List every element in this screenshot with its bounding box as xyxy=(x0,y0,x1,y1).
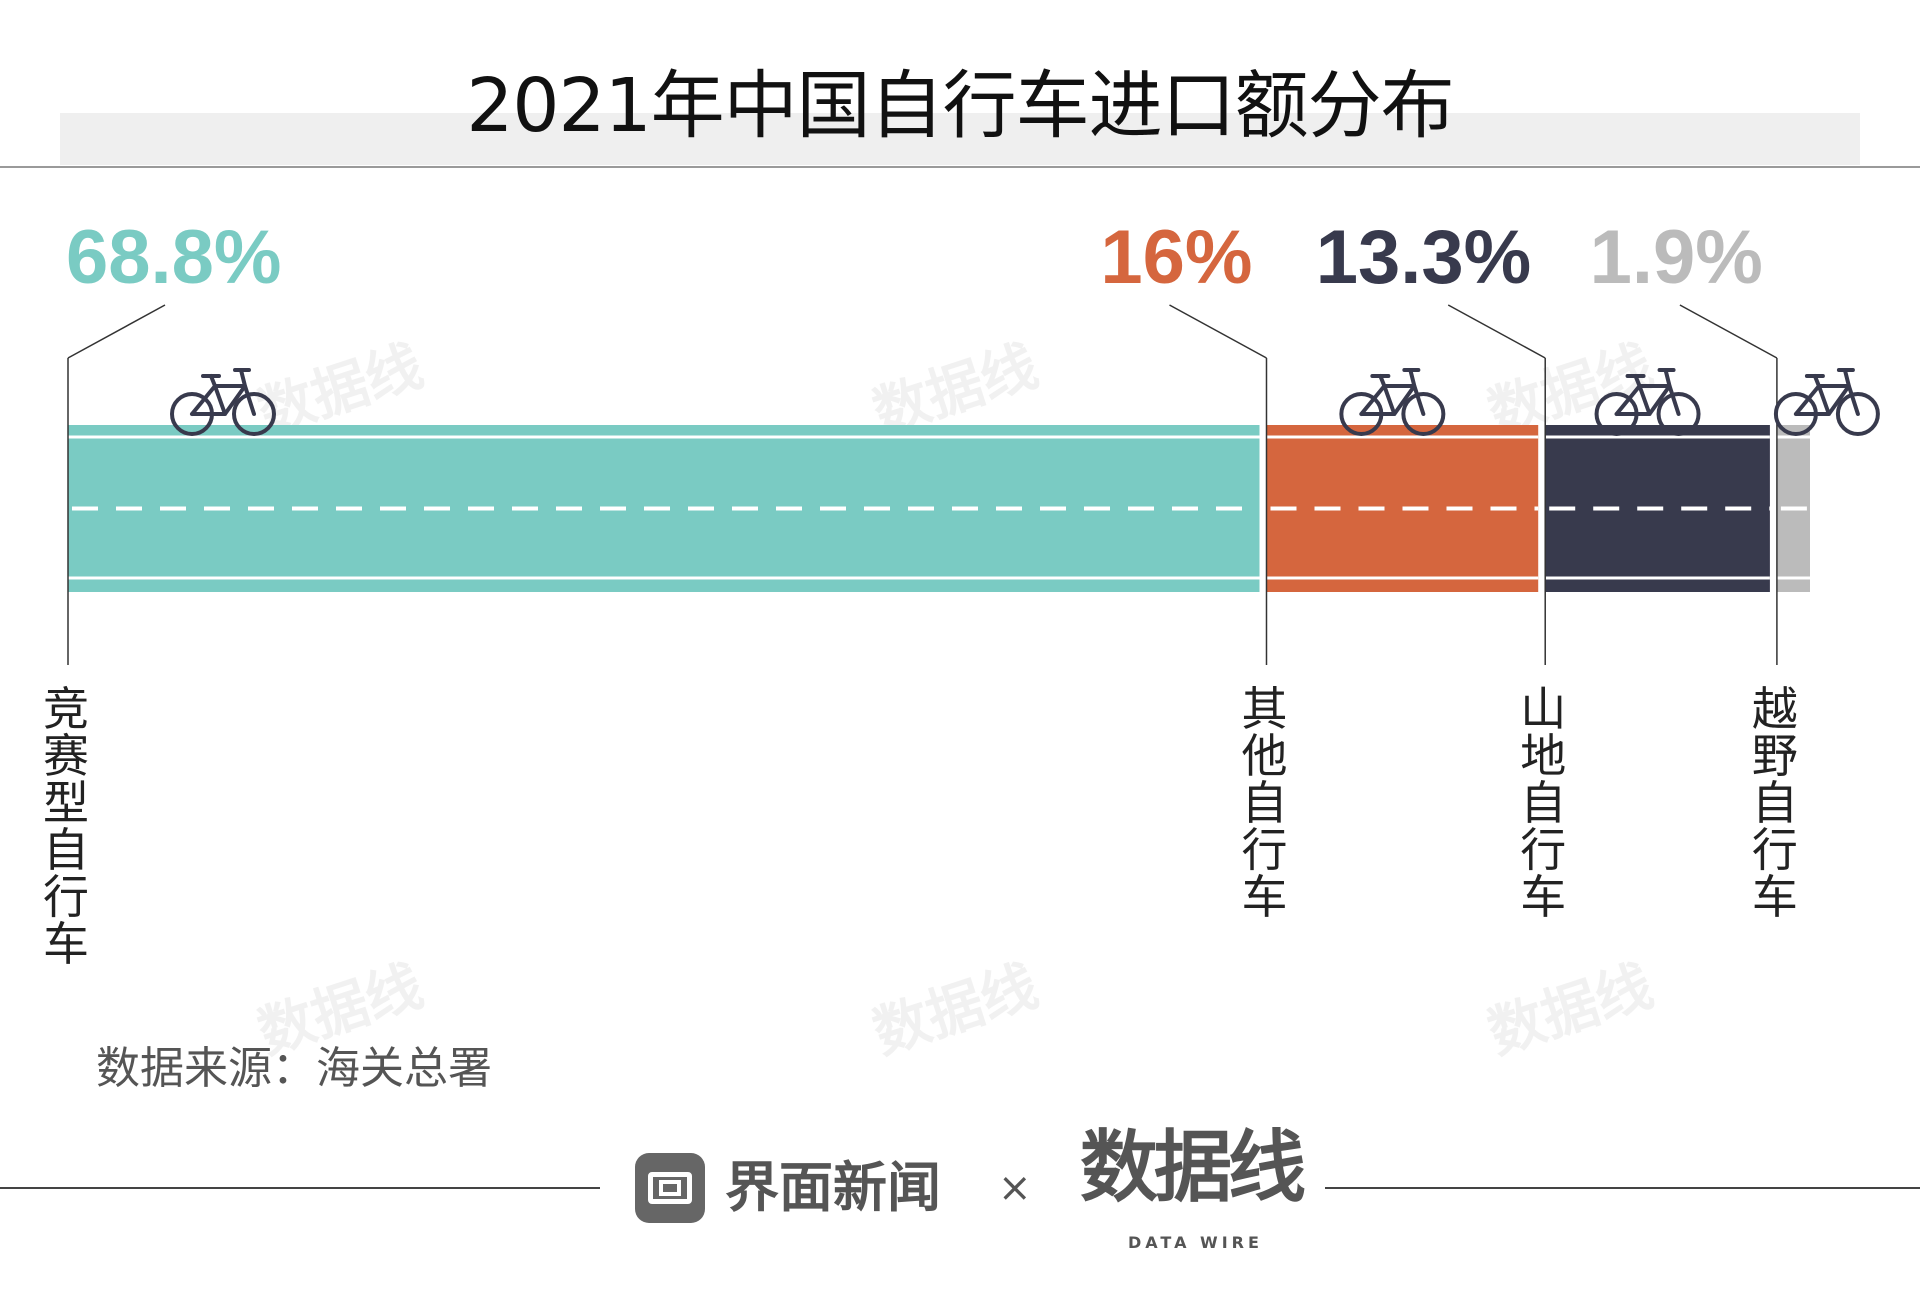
category-label: 山地自行车 xyxy=(1520,682,1566,924)
bicycle-icon xyxy=(170,368,276,436)
percent-label: 68.8% xyxy=(66,215,282,300)
leader-line xyxy=(1447,304,1546,359)
footer-brand: 界面新闻 xyxy=(725,1156,941,1219)
footer-times: × xyxy=(998,1165,1032,1211)
category-label: 越野自行车 xyxy=(1752,682,1798,924)
percent-label: 1.9% xyxy=(1590,215,1763,300)
data-wire-subtitle: DATA WIRE xyxy=(1128,1233,1263,1252)
leader-line xyxy=(67,304,166,359)
bicycle-icon xyxy=(1339,368,1446,436)
footer-divider xyxy=(0,1187,600,1189)
bicycle-icon xyxy=(1594,368,1701,436)
category-label: 其他自行车 xyxy=(1241,682,1287,924)
data-source: 数据来源：海关总署 xyxy=(96,1043,492,1094)
bicycle-icon xyxy=(1773,368,1880,436)
percent-label: 13.3% xyxy=(1316,215,1532,300)
leader-line xyxy=(1169,304,1267,359)
jiemian-logo-icon xyxy=(635,1153,705,1223)
footer-divider xyxy=(1325,1187,1920,1189)
chart-title: 2021年中国自行车进口额分布 xyxy=(466,63,1454,149)
title-band xyxy=(60,113,1860,165)
data-wire-logo: 数据线 xyxy=(1080,1123,1306,1213)
percent-label: 16% xyxy=(1100,215,1252,300)
category-label: 竞赛型自行车 xyxy=(43,682,89,971)
title-rule xyxy=(0,166,1920,168)
leader-line xyxy=(1679,304,1778,359)
